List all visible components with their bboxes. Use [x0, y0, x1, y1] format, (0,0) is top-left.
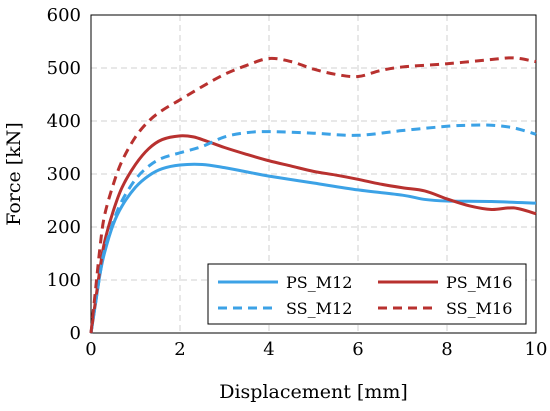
y-tick-label: 0: [70, 323, 81, 344]
legend-label: PS_M16: [446, 273, 512, 292]
y-tick-label: 100: [47, 270, 81, 291]
y-tick-label: 600: [47, 5, 81, 26]
y-axis-title: Force [kN]: [3, 122, 25, 226]
y-tick-label: 200: [47, 217, 81, 238]
series-line-ss-m16: [89, 56, 537, 334]
y-tick-label: 300: [47, 164, 81, 185]
plot-area-frame: [90, 14, 537, 334]
x-tick-label: 0: [85, 339, 96, 360]
legend-items: PS_M12 PS_M16 SS_M12 SS_M16: [218, 273, 512, 318]
x-tick-label: 8: [441, 339, 452, 360]
x-tick-label: 4: [263, 339, 274, 360]
legend-label: PS_M12: [286, 273, 352, 292]
series-lines: [89, 56, 537, 334]
x-tick-label: 2: [174, 339, 185, 360]
series-line-ps-m12: [89, 162, 537, 334]
legend-box: [207, 263, 527, 325]
y-tick-label: 400: [47, 111, 81, 132]
x-tick-label: 6: [352, 339, 363, 360]
legend: PS_M12 PS_M16 SS_M12 SS_M16: [207, 263, 527, 325]
series-line-ss-m12: [89, 123, 537, 334]
legend-label: SS_M12: [286, 299, 352, 318]
x-axis-title: Displacement [mm]: [219, 381, 408, 403]
series-line-ps-m16: [89, 134, 537, 334]
y-tick-label: 500: [47, 58, 81, 79]
x-tick-label: 10: [525, 339, 548, 360]
legend-label: SS_M16: [446, 299, 512, 318]
